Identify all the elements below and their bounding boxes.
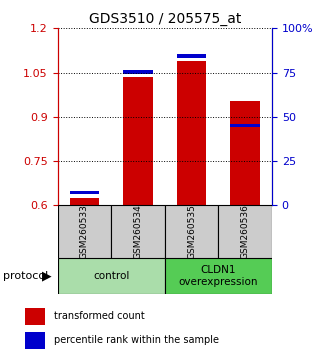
Text: protocol: protocol (3, 271, 48, 281)
Bar (230, 101, 260, 205)
Text: percentile rank within the sample: percentile rank within the sample (54, 335, 219, 345)
Bar (70, 190, 99, 194)
Title: GDS3510 / 205575_at: GDS3510 / 205575_at (89, 12, 241, 26)
Text: GSM260536: GSM260536 (241, 204, 250, 259)
Bar (25, 308, 45, 325)
Text: transformed count: transformed count (54, 311, 145, 321)
Text: GSM260533: GSM260533 (80, 204, 89, 259)
FancyBboxPatch shape (58, 258, 165, 294)
FancyBboxPatch shape (165, 205, 218, 258)
Bar (177, 54, 206, 58)
Text: ▶: ▶ (42, 270, 52, 282)
Bar (123, 77, 153, 205)
Bar (177, 61, 206, 205)
Text: control: control (93, 271, 129, 281)
FancyBboxPatch shape (58, 205, 111, 258)
Bar (70, 198, 99, 205)
Bar (25, 332, 45, 349)
FancyBboxPatch shape (165, 258, 272, 294)
Text: GSM260535: GSM260535 (187, 204, 196, 259)
FancyBboxPatch shape (111, 205, 165, 258)
Bar (230, 124, 260, 127)
Text: GSM260534: GSM260534 (133, 205, 142, 259)
Text: CLDN1
overexpression: CLDN1 overexpression (179, 265, 258, 287)
FancyBboxPatch shape (218, 205, 272, 258)
Bar (123, 70, 153, 74)
